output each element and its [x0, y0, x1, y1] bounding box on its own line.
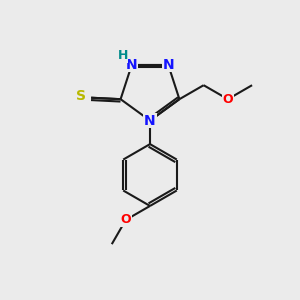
Text: O: O [223, 93, 233, 106]
Text: O: O [121, 213, 131, 226]
Text: H: H [118, 49, 128, 62]
Text: N: N [162, 58, 174, 72]
Text: S: S [76, 89, 86, 103]
Text: N: N [126, 58, 138, 72]
Text: N: N [144, 114, 156, 128]
